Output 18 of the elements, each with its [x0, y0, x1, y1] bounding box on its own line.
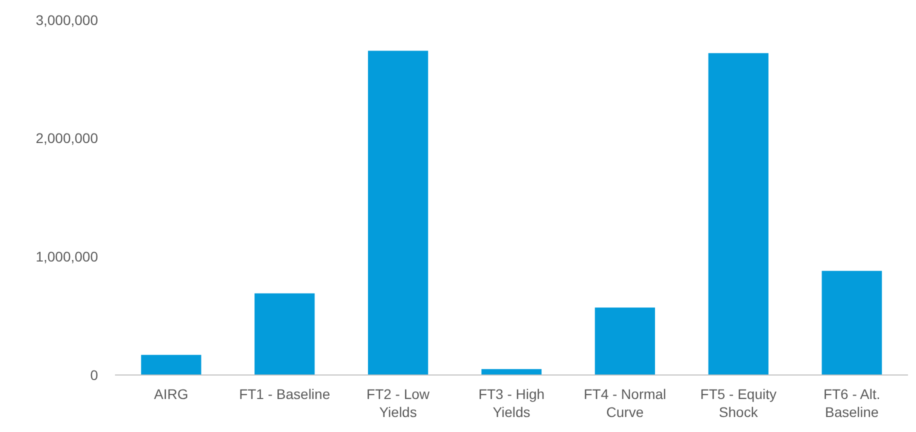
bar: [254, 293, 315, 375]
bar: [594, 308, 656, 375]
x-tick-label: FT3 - High Yields: [478, 386, 545, 420]
bar: [708, 53, 768, 375]
x-tick-label: FT6 - Alt. Baseline: [823, 386, 880, 420]
y-tick-label: 0: [90, 366, 98, 383]
bar: [822, 270, 882, 375]
bar: [368, 50, 428, 375]
x-tick-label: FT1 - Baseline: [239, 386, 330, 402]
bar: [141, 354, 202, 375]
y-tick-label: 3,000,000: [36, 12, 98, 28]
x-tick-label: FT4 - Normal Curve: [584, 386, 666, 420]
bar: [481, 369, 542, 375]
x-tick-label: AIRG: [154, 386, 188, 402]
y-tick-label: 1,000,000: [36, 248, 98, 265]
y-tick-label: 2,000,000: [36, 130, 98, 146]
x-tick-label: FT2 - Low Yields: [366, 386, 430, 420]
x-tick-label: FT5 - Equity Shock: [700, 386, 777, 420]
